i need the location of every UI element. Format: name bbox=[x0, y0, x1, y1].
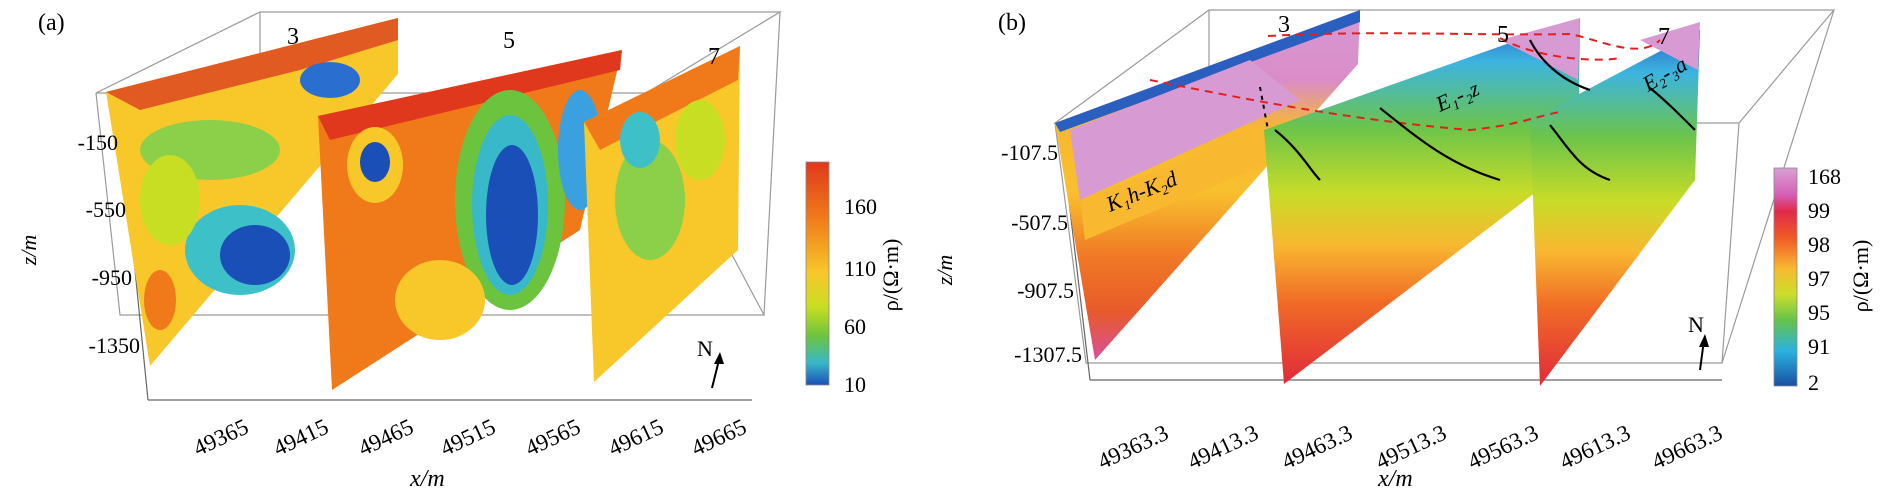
fault-line bbox=[1379, 107, 1501, 182]
colorbar-tick: 60 bbox=[844, 314, 866, 339]
section-label-5: 5 bbox=[1497, 22, 1509, 48]
x-tick: 49563.3 bbox=[1464, 420, 1542, 474]
north-arrow-icon: N bbox=[1688, 312, 1709, 371]
z-tick: -950 bbox=[92, 265, 132, 290]
x-tick: 49515 bbox=[436, 414, 499, 461]
colorbar-tick: 91 bbox=[1808, 334, 1830, 359]
colorbar-tick: 98 bbox=[1808, 232, 1830, 257]
colorbar-b: 168 99 98 97 95 91 2 ρ/(Ω·m) bbox=[1773, 164, 1873, 395]
z-axis-ticks: -107.5 -507.5 -907.5 -1307.5 bbox=[1001, 140, 1082, 367]
interpreted-boundaries bbox=[1149, 32, 1696, 182]
colorbar-a: 160 110 60 10 ρ/(Ω·m) bbox=[805, 161, 903, 397]
x-tick: 49363.3 bbox=[1094, 420, 1172, 474]
panel-label: (b) bbox=[998, 10, 1026, 36]
fault-line bbox=[1259, 86, 1269, 131]
resistivity-slice-7 bbox=[584, 46, 740, 382]
x-axis-label: x/m bbox=[1377, 466, 1413, 492]
section-label-5: 5 bbox=[503, 28, 515, 54]
x-axis-label: x/m bbox=[409, 466, 445, 492]
panel-a: (a) bbox=[16, 10, 903, 492]
colorbar-gradient bbox=[805, 161, 830, 386]
resistivity-slice-5 bbox=[1264, 18, 1580, 384]
north-arrow-icon: N bbox=[697, 336, 724, 389]
colorbar-tick: 168 bbox=[1808, 164, 1841, 189]
north-label: N bbox=[697, 336, 713, 361]
fault-line bbox=[1274, 129, 1321, 181]
z-axis-label: z/m bbox=[16, 235, 41, 267]
z-axis-label: z/m bbox=[932, 255, 957, 287]
x-tick: 49665 bbox=[687, 414, 750, 461]
z-tick: -907.5 bbox=[1017, 278, 1074, 303]
colorbar-tick: 160 bbox=[844, 194, 877, 219]
x-tick: 49413.3 bbox=[1184, 420, 1262, 474]
resistivity-slice-3 bbox=[106, 18, 398, 366]
colorbar-tick: 95 bbox=[1808, 300, 1830, 325]
x-tick: 49663.3 bbox=[1648, 420, 1726, 474]
x-tick: 49463.3 bbox=[1278, 420, 1356, 474]
x-tick: 49565 bbox=[521, 414, 584, 461]
x-tick: 49615 bbox=[604, 414, 667, 461]
resistivity-slice-3 bbox=[1055, 10, 1360, 360]
colorbar-tick: 110 bbox=[844, 256, 876, 281]
x-tick: 49415 bbox=[269, 414, 332, 461]
fault-line bbox=[1529, 39, 1591, 92]
panel-label: (a) bbox=[38, 10, 65, 36]
colorbar-tick: 97 bbox=[1808, 266, 1830, 291]
z-tick: -507.5 bbox=[1011, 210, 1068, 235]
boundary-red-dashed bbox=[1499, 37, 1621, 61]
section-label-7: 7 bbox=[708, 44, 720, 70]
panel-b: (b) bbox=[932, 9, 1873, 492]
x-tick: 49465 bbox=[354, 414, 417, 461]
z-axis-ticks: -150 -550 -950 -1350 bbox=[78, 130, 140, 358]
z-tick: -107.5 bbox=[1001, 140, 1058, 165]
colorbar-label: ρ/(Ω·m) bbox=[878, 239, 903, 312]
section-label-3: 3 bbox=[1278, 12, 1290, 38]
z-tick: -1350 bbox=[89, 333, 140, 358]
x-tick: 49613.3 bbox=[1556, 420, 1634, 474]
fault-line bbox=[1649, 87, 1696, 131]
resistivity-slice-7 bbox=[1530, 22, 1700, 386]
section-label-3: 3 bbox=[287, 24, 299, 50]
colorbar-gradient bbox=[1773, 167, 1798, 387]
section-label-7: 7 bbox=[1658, 24, 1670, 50]
north-label: N bbox=[1688, 312, 1704, 337]
colorbar-tick: 2 bbox=[1808, 370, 1819, 395]
boundary-red-dashed bbox=[1149, 79, 1561, 132]
x-axis-ticks: 49365 49415 49465 49515 49565 49615 4966… bbox=[189, 414, 750, 461]
fault-line bbox=[1549, 124, 1611, 182]
x-tick: 49365 bbox=[189, 414, 252, 461]
z-tick: -150 bbox=[78, 130, 118, 155]
z-tick: -1307.5 bbox=[1014, 342, 1082, 367]
colorbar-label: ρ/(Ω·m) bbox=[1848, 240, 1873, 313]
colorbar-tick: 99 bbox=[1808, 198, 1830, 223]
colorbar-tick: 10 bbox=[844, 372, 866, 397]
z-tick: -550 bbox=[86, 197, 126, 222]
